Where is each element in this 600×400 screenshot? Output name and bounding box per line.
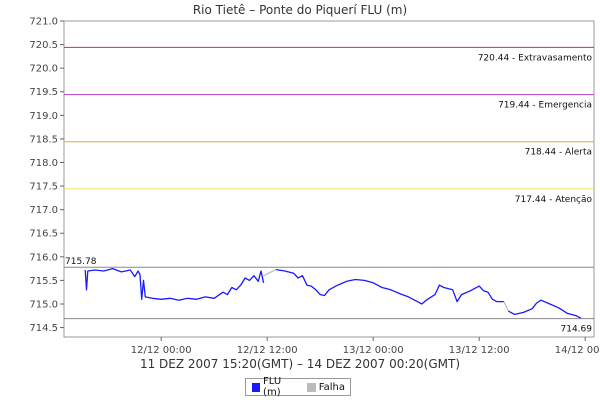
x-tick-label: 12/12 12:00 [237,345,298,356]
legend-label-falha: Falha [318,381,345,393]
y-tick-label: 719.5 [29,87,58,98]
y-tick-label: 716.0 [29,252,58,263]
legend-item-falha: Falha [306,381,345,393]
reference-label: 718.44 - Alerta [525,148,592,158]
reference-label: 714.69 [561,325,593,335]
plot-area [63,20,595,338]
y-tick-label: 717.0 [29,205,58,216]
legend-swatch-falha [306,382,316,392]
reference-label: 719.44 - Emergencia [498,101,592,111]
legend-label-flu: FLU (m) [263,376,282,398]
legend-swatch-flu [252,382,261,392]
y-tick-label: 719.0 [29,111,58,122]
y-tick-label: 718.5 [29,134,58,145]
y-tick-label: 716.5 [29,229,58,240]
x-tick-label: 14/12 00:00 [555,345,600,356]
series-line-flu [275,268,504,305]
series-line-falha [503,301,509,312]
series-line-falha [263,269,277,277]
reference-label: 717.44 - Atenção [515,195,593,205]
reference-label: 720.44 - Extravasamento [478,53,593,63]
chart-subtitle: 11 DEZ 2007 15:20(GMT) – 14 DEZ 2007 00:… [139,357,461,371]
x-tick-label: 13/12 00:00 [343,345,404,356]
y-tick-label: 721.0 [29,17,58,28]
y-tick-label: 720.5 [29,40,58,51]
series-line-flu [507,299,582,319]
y-tick-label: 715.5 [29,276,58,287]
legend: FLU (m) Falha [245,376,351,398]
y-tick-label: 715.0 [29,299,58,310]
y-tick-label: 717.5 [29,182,58,193]
reference-label: 715.78 [65,257,97,267]
y-tick-label: 720.0 [29,64,58,75]
x-tick-label: 12/12 00:00 [131,345,192,356]
y-tick-label: 718.0 [29,158,58,169]
series-line-flu [84,267,265,301]
legend-item-flu: FLU (m) [252,376,298,398]
chart-title: Rio Tietê – Ponte do Piquerí FLU (m) [192,3,408,17]
y-tick-label: 714.5 [29,323,58,334]
x-tick-label: 13/12 12:00 [449,345,510,356]
